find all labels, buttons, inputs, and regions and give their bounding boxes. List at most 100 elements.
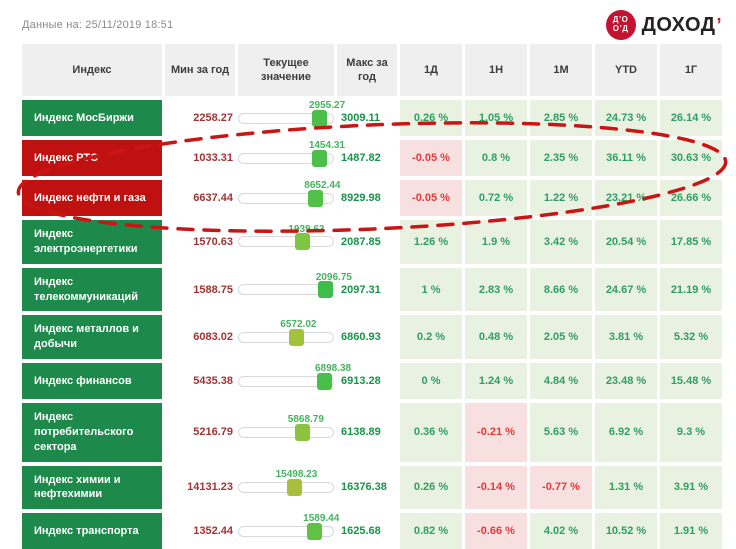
pct-change-ytd: 36.11 % bbox=[595, 140, 657, 176]
pct-change-1d: 1 % bbox=[400, 267, 462, 312]
year-min-value: 5435.38 bbox=[193, 375, 233, 388]
column-header-5: 1Н bbox=[465, 44, 527, 96]
pct-change-1y: 15.48 % bbox=[660, 363, 722, 400]
range-slider: 15498.23 bbox=[238, 466, 334, 510]
year-max-value: 2087.85 bbox=[341, 235, 381, 248]
pct-change-ytd: 23.48 % bbox=[595, 363, 657, 400]
pct-change-1m: 2.35 % bbox=[530, 140, 592, 176]
index-label[interactable]: Индекс химии и нефтехимии bbox=[22, 465, 162, 510]
index-label[interactable]: Индекс финансов bbox=[22, 363, 162, 400]
year-min-value: 2258.27 bbox=[193, 112, 233, 124]
pct-change-ytd: 1.31 % bbox=[595, 465, 657, 510]
slider-thumb bbox=[312, 109, 328, 127]
pct-change-1d: -0.05 % bbox=[400, 180, 462, 216]
pct-change-1d: 0 % bbox=[400, 363, 462, 400]
table-header-row: Индекс Мин за год Текущее значение Макс за … bbox=[22, 44, 722, 96]
pct-change-ytd: 24.73 % bbox=[595, 100, 657, 136]
pct-change-1y: 26.66 % bbox=[660, 180, 722, 216]
column-header-2: Текущее значение bbox=[238, 44, 334, 96]
table-row: Индекс потребительского сектора 5216.79 58… bbox=[22, 403, 722, 462]
range-slider: 8652.44 bbox=[238, 180, 340, 216]
current-value: 5868.79 bbox=[287, 414, 324, 426]
year-max-value: 6860.93 bbox=[341, 331, 381, 344]
index-label[interactable]: Индекс электроэнергетики bbox=[22, 220, 162, 264]
slider-thumb bbox=[317, 281, 333, 299]
current-value: 1454.31 bbox=[308, 140, 345, 151]
pct-change-1w: 1.05 % bbox=[465, 100, 527, 136]
index-label[interactable]: Индекс транспорта bbox=[22, 513, 162, 549]
index-label[interactable]: Индекс металлов и добычи bbox=[22, 315, 162, 360]
column-header-7: YTD bbox=[595, 44, 657, 96]
slider-thumb bbox=[295, 233, 311, 251]
range-slider: 1589.44 bbox=[238, 513, 339, 549]
pct-change-1m: 4.02 % bbox=[530, 513, 592, 549]
table-row: Индекс химии и нефтехимии 14131.23 15498.2… bbox=[22, 465, 722, 510]
current-value: 8652.44 bbox=[304, 180, 341, 191]
pct-change-1y: 21.19 % bbox=[660, 267, 722, 312]
year-min-value: 1033.31 bbox=[193, 152, 233, 164]
slider-thumb bbox=[317, 372, 333, 390]
year-min-value: 6637.44 bbox=[193, 192, 233, 204]
index-label[interactable]: Индекс телекоммуникаций bbox=[22, 267, 162, 312]
slider-track bbox=[238, 522, 334, 540]
pct-change-1w: -0.66 % bbox=[465, 513, 527, 549]
pct-change-1w: 0.48 % bbox=[465, 315, 527, 360]
year-max-value: 3009.11 bbox=[341, 112, 381, 124]
pct-change-1d: 0.26 % bbox=[400, 465, 462, 510]
year-max-value: 8929.98 bbox=[341, 192, 381, 204]
pct-change-1d: -0.05 % bbox=[400, 140, 462, 176]
pct-change-1d: 0.82 % bbox=[400, 513, 462, 549]
year-min-value: 14131.23 bbox=[187, 481, 233, 494]
pct-change-1w: 2.83 % bbox=[465, 267, 527, 312]
slider-thumb bbox=[312, 149, 328, 167]
dohod-logo[interactable]: Д’О О’Д ДОХОД’ bbox=[605, 10, 722, 40]
slider-thumb bbox=[308, 189, 324, 207]
slider-track bbox=[238, 233, 334, 251]
column-header-1: Мин за год bbox=[165, 44, 235, 96]
year-min-value: 1352.44 bbox=[193, 525, 233, 538]
table-row: Индекс металлов и добычи 6083.02 6572.02 68… bbox=[22, 315, 722, 360]
year-min-value: 1570.63 bbox=[193, 235, 233, 248]
pct-change-1d: 0.26 % bbox=[400, 100, 462, 136]
pct-change-ytd: 24.67 % bbox=[595, 267, 657, 312]
pct-change-ytd: 20.54 % bbox=[595, 220, 657, 264]
pct-change-1m: 5.63 % bbox=[530, 403, 592, 462]
index-label[interactable]: Индекс МосБиржи bbox=[22, 100, 162, 136]
current-value: 2955.27 bbox=[309, 100, 346, 111]
range-slider: 6572.02 bbox=[238, 315, 334, 359]
table-row: Индекс транспорта 1352.44 1589.44 1625.68 0.… bbox=[22, 513, 722, 549]
logo-tick: ’ bbox=[716, 14, 722, 35]
column-header-6: 1М bbox=[530, 44, 592, 96]
dohod-logo-icon: Д’О О’Д bbox=[605, 10, 636, 40]
year-max-value: 16376.38 bbox=[341, 481, 387, 494]
slider-track bbox=[238, 372, 334, 390]
index-label[interactable]: Индекс РТС bbox=[22, 140, 162, 176]
column-header-4: 1Д bbox=[400, 44, 462, 96]
pct-change-1w: -0.14 % bbox=[465, 465, 527, 510]
range-slider: 2955.27 bbox=[238, 100, 345, 136]
range-slider: 1939.63 bbox=[238, 220, 334, 264]
slider-thumb bbox=[307, 522, 323, 540]
table-row: Индекс МосБиржи 2258.27 2955.27 3009.11 0.26… bbox=[22, 100, 722, 136]
pct-change-1w: 0.8 % bbox=[465, 140, 527, 176]
slider-thumb bbox=[287, 478, 303, 496]
pct-change-1w: 1.9 % bbox=[465, 220, 527, 264]
current-value: 1939.63 bbox=[288, 223, 325, 235]
pct-change-1d: 0.36 % bbox=[400, 403, 462, 462]
year-min-value: 6083.02 bbox=[193, 331, 233, 344]
slider-track bbox=[238, 328, 334, 346]
slider-track bbox=[238, 281, 334, 299]
column-header-8: 1Г bbox=[660, 44, 722, 96]
pct-change-1m: 2.05 % bbox=[530, 315, 592, 360]
index-label[interactable]: Индекс нефти и газа bbox=[22, 180, 162, 216]
year-max-value: 1487.82 bbox=[341, 152, 381, 164]
column-header-3: Макс за год bbox=[337, 44, 397, 96]
pct-change-1y: 17.85 % bbox=[660, 220, 722, 264]
pct-change-1y: 1.91 % bbox=[660, 513, 722, 549]
current-value: 2096.75 bbox=[315, 271, 352, 283]
range-slider: 6898.38 bbox=[238, 363, 351, 399]
data-timestamp: Данные на: 25/11/2019 18:51 bbox=[22, 19, 174, 31]
index-label[interactable]: Индекс потребительского сектора bbox=[22, 403, 162, 462]
pct-change-1y: 9.3 % bbox=[660, 403, 722, 462]
